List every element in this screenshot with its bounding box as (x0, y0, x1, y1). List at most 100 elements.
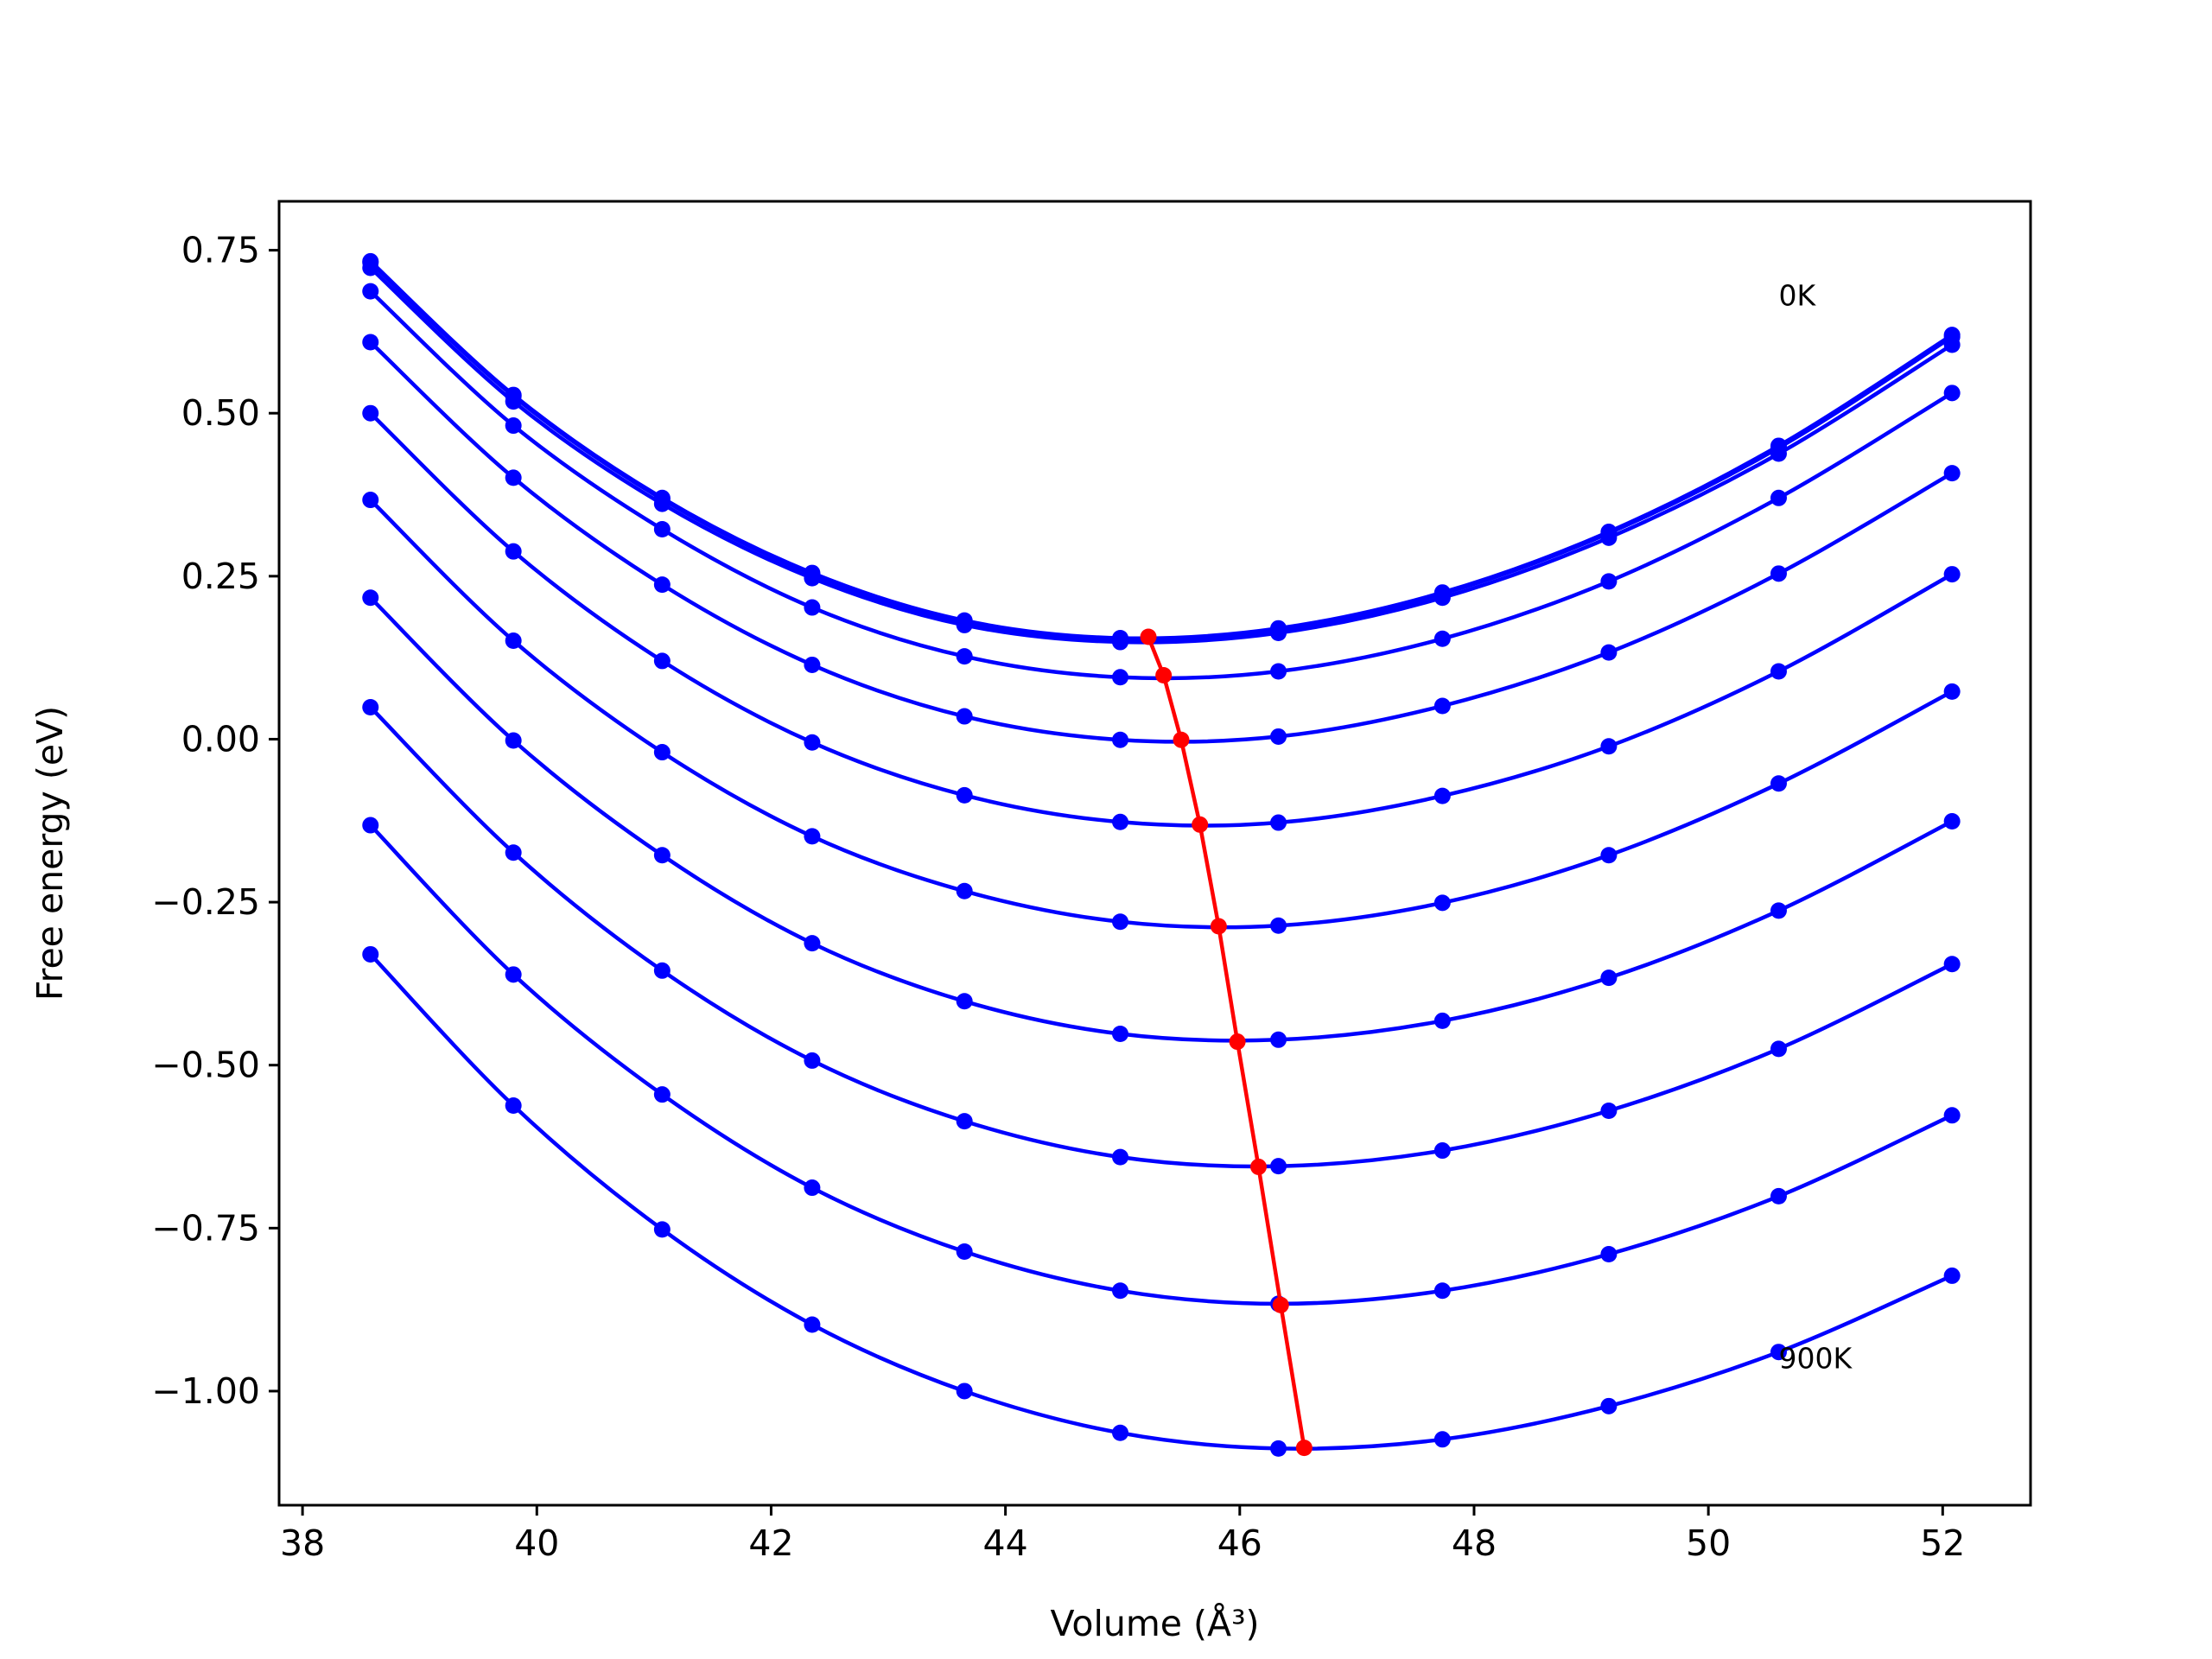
data-point (804, 828, 821, 845)
data-point (804, 1316, 821, 1333)
data-point (505, 393, 522, 410)
data-point (1270, 624, 1287, 641)
data-point (956, 993, 973, 1010)
minimum-point (1173, 731, 1190, 748)
data-point (1943, 813, 1961, 830)
data-point (804, 1052, 821, 1069)
data-point (653, 962, 671, 979)
series-6 (362, 404, 1961, 831)
minimum-point (1192, 816, 1209, 833)
data-point (1770, 1187, 1787, 1205)
x-tick-label: 42 (748, 1522, 793, 1564)
data-point (1112, 813, 1129, 830)
data-point (1600, 847, 1618, 864)
series-11 (362, 945, 1961, 1457)
data-point (1270, 663, 1287, 680)
data-point (1600, 1246, 1618, 1263)
data-point (1770, 489, 1787, 506)
data-point (1943, 1267, 1961, 1284)
x-tick-label: 48 (1452, 1522, 1497, 1564)
data-point (1600, 1103, 1618, 1120)
data-point (362, 698, 379, 715)
y-tick-label: −1.00 (151, 1370, 260, 1412)
y-axis: 0.75 0.50 0.25 0.00 −0.25 −0.50 −0.75 −1.00 (151, 230, 279, 1412)
data-point (1433, 1431, 1451, 1448)
data-point (1433, 894, 1451, 912)
data-point (1433, 787, 1451, 804)
data-point (804, 569, 821, 587)
series-5 (362, 334, 1961, 748)
data-point (653, 495, 671, 512)
data-point (1112, 669, 1129, 686)
data-point (1600, 969, 1618, 987)
series-1 (362, 252, 1961, 647)
data-point (505, 844, 522, 861)
data-point (1770, 902, 1787, 919)
data-point (362, 334, 379, 351)
data-point (956, 648, 973, 665)
y-tick-label: 0.75 (181, 230, 260, 271)
data-point (1112, 1025, 1129, 1042)
x-tick-label: 50 (1686, 1522, 1731, 1564)
series-9 (362, 698, 1961, 1175)
data-point (653, 847, 671, 864)
minimum-curve (1140, 628, 1313, 1457)
data-point (1112, 1282, 1129, 1300)
series-line (369, 596, 1954, 1043)
minimum-point (1295, 1440, 1313, 1457)
data-point (1770, 663, 1787, 680)
data-point (1112, 633, 1129, 651)
data-point (1270, 917, 1287, 934)
data-point (1770, 565, 1787, 582)
series-line (369, 261, 1954, 642)
data-point (1433, 1282, 1451, 1300)
data-point (1600, 738, 1618, 755)
y-axis-title: Free energy (eV) (29, 706, 71, 1001)
data-point (804, 1179, 821, 1197)
series-line (369, 823, 1954, 1306)
data-point (1943, 956, 1961, 973)
y-tick-label: −0.50 (151, 1045, 260, 1086)
x-tick-label: 46 (1217, 1522, 1262, 1564)
data-point (1433, 1142, 1451, 1160)
data-point (653, 576, 671, 594)
minimum-point (1229, 1033, 1246, 1051)
data-point (1270, 1158, 1287, 1175)
data-point (1600, 644, 1618, 661)
data-point (1112, 1424, 1129, 1441)
data-point (956, 1382, 973, 1400)
series-4 (362, 283, 1961, 686)
data-point (505, 966, 522, 983)
data-point (505, 417, 522, 435)
data-point (362, 404, 379, 422)
data-point (653, 521, 671, 538)
data-point (362, 259, 379, 276)
data-point (1270, 1440, 1287, 1457)
x-tick-label: 38 (280, 1522, 325, 1564)
data-point (956, 882, 973, 899)
data-point (1943, 566, 1961, 583)
data-point (956, 786, 973, 804)
series-2 (362, 254, 1961, 648)
data-point (956, 616, 973, 633)
y-tick-label: −0.25 (151, 881, 260, 923)
data-point (362, 589, 379, 607)
series-line (369, 952, 1954, 1451)
data-point (505, 543, 522, 560)
data-point (804, 599, 821, 616)
y-tick-label: 0.00 (181, 718, 260, 760)
data-point (1770, 1040, 1787, 1058)
minimum-point (1249, 1158, 1267, 1175)
series-7 (362, 492, 1961, 934)
data-point (1770, 775, 1787, 792)
data-point (956, 1113, 973, 1130)
x-axis-title: Volume (Å³) (1051, 1603, 1260, 1644)
data-point (505, 1096, 522, 1114)
data-point (1943, 385, 1961, 402)
data-point (1600, 573, 1618, 590)
data-point (1943, 683, 1961, 700)
data-point (1112, 1148, 1129, 1166)
minimum-point (1210, 918, 1227, 935)
x-tick-label: 40 (514, 1522, 559, 1564)
